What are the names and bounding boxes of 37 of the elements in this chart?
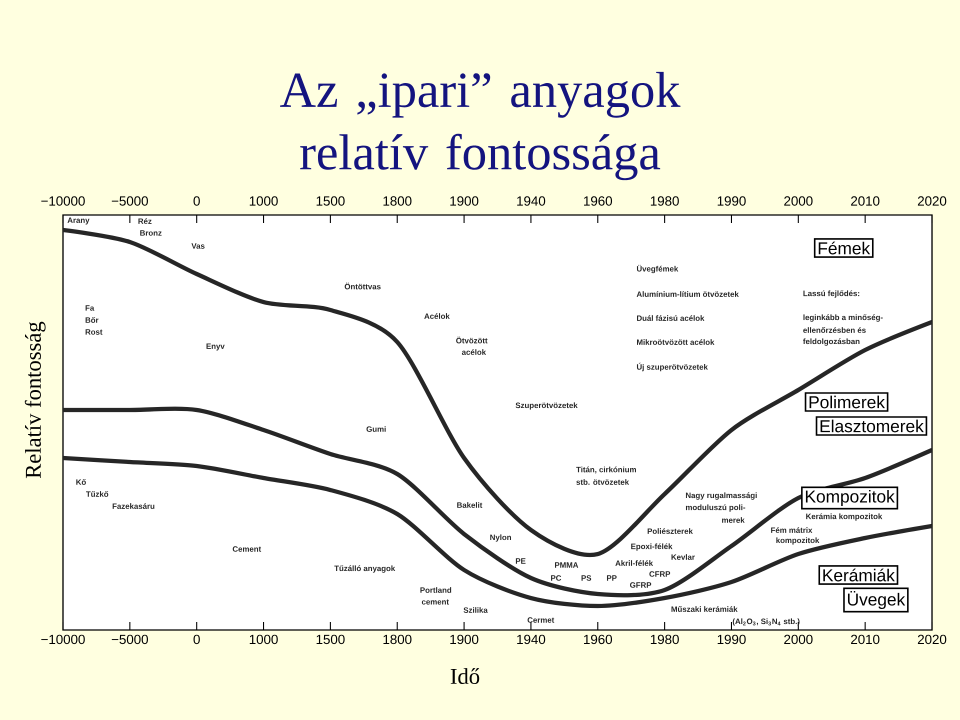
x-tick-label: 2010	[851, 634, 880, 644]
x-tick-label: 1500	[316, 634, 345, 644]
x-tick-label: 1980	[650, 634, 679, 644]
category-label: 2020	[918, 196, 946, 206]
category-label: 1940	[517, 196, 546, 206]
x-tick-label: −5000	[112, 634, 148, 644]
category-label: 1980	[650, 196, 679, 206]
category-label: 2010	[851, 196, 880, 206]
x-tick-label: 1940	[517, 634, 546, 644]
x-tick-label: 1800	[383, 634, 412, 644]
annotation: Fémek	[818, 242, 870, 254]
annotation: Polimerek	[810, 396, 885, 408]
x-tick-label: 1000	[250, 634, 278, 644]
category-label: 1960	[584, 196, 612, 206]
annotation: Üvegek	[848, 590, 906, 610]
category-label: −10000	[41, 196, 85, 206]
category-label: 2000	[784, 196, 813, 206]
category-label: 1800	[383, 196, 412, 206]
x-axis-title: Idő	[450, 668, 480, 684]
category-label: 1000	[250, 196, 278, 206]
x-tick-label: 1960	[584, 634, 612, 644]
chart-title: Az „ipari” anyagok relatív fontossága	[280, 72, 680, 180]
annotation: Kerámiák	[823, 568, 895, 582]
x-tick-label: 1990	[718, 634, 746, 644]
x-tick-label: 2000	[784, 634, 813, 644]
x-tick-label: 0	[194, 634, 200, 644]
x-tick-label: 1900	[450, 634, 478, 644]
category-label: 1990	[718, 196, 746, 206]
x-tick-label: −10000	[41, 634, 85, 644]
annotation: Kompozitok	[806, 490, 895, 506]
x-tick-label: 2020	[918, 634, 946, 644]
y-axis-title: Relatív fontosság	[24, 322, 46, 478]
category-label: 1500	[316, 196, 345, 206]
category-label: −5000	[112, 196, 148, 206]
category-label: 0	[194, 196, 200, 206]
annotation: Elasztomerek	[820, 420, 924, 432]
category-label: 1900	[450, 196, 478, 206]
